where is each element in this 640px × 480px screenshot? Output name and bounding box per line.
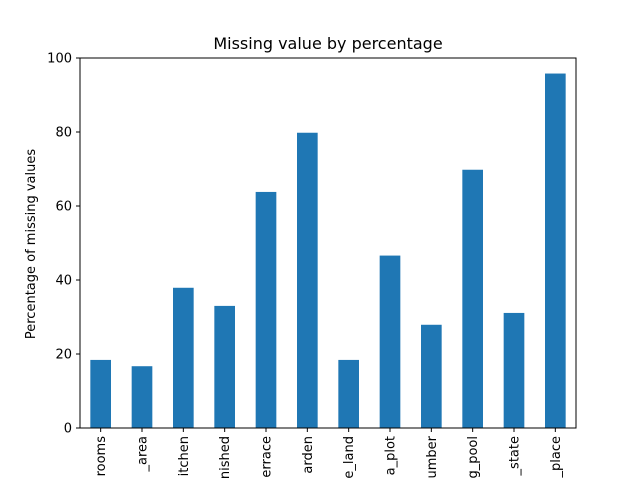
- x-tick-label: arden: [301, 436, 316, 474]
- plot-area: [90, 73, 566, 429]
- x-tick-label: rooms: [94, 436, 109, 477]
- x-tick-label: _area: [136, 436, 151, 473]
- bar-_place: [545, 73, 566, 428]
- bar-_state: [503, 312, 525, 428]
- bar-itchen: [173, 287, 194, 428]
- bar-rooms: [90, 359, 111, 428]
- x-tick-label: _place: [549, 436, 564, 478]
- chart-title: Missing value by percentage: [213, 34, 442, 53]
- bar-arden: [297, 132, 318, 429]
- bar-e_land: [338, 359, 359, 428]
- y-axis: 0 20 40 60 80 100: [47, 52, 80, 437]
- y-tick-label: 100: [47, 52, 72, 67]
- x-tick-label: umber: [425, 435, 440, 478]
- x-tick-label: errace: [260, 436, 275, 478]
- x-tick-label: e_land: [342, 436, 357, 479]
- bar-a_plot: [379, 255, 401, 428]
- bar-umber: [421, 324, 442, 428]
- plot-frame: [79, 57, 577, 429]
- bar-errace: [255, 191, 277, 428]
- x-tick-label: itchen: [177, 436, 192, 476]
- y-axis-label: Percentage of missing values: [24, 149, 39, 339]
- x-tick-label: g_pool: [466, 436, 481, 479]
- bar-nished: [214, 305, 235, 428]
- y-tick-label: 40: [55, 274, 72, 289]
- x-tick-label: a_plot: [384, 436, 399, 475]
- y-tick-label: 20: [55, 348, 72, 363]
- x-axis: rooms _area itchen nished errace arden e_land a…: [94, 428, 564, 479]
- x-tick-label: _state: [508, 436, 523, 476]
- y-tick-label: 0: [64, 422, 72, 437]
- y-tick-label: 80: [55, 126, 72, 141]
- bar-g_pool: [462, 169, 483, 429]
- y-tick-label: 60: [55, 200, 72, 215]
- bar-_area: [131, 366, 153, 428]
- x-tick-label: nished: [218, 436, 233, 479]
